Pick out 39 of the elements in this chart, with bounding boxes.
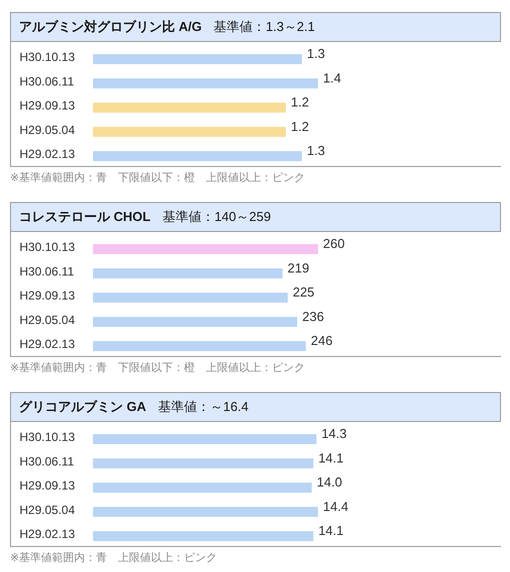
data-label: 225 (292, 284, 314, 300)
data-label: 14.1 (318, 450, 344, 466)
data-label: 1.3 (306, 143, 326, 158)
chart-title: アルブミン対グロブリン比 A/G (19, 19, 202, 34)
y-tick-label: H29.02.13 (20, 337, 76, 352)
chart-subtitle: 基準値：1.3～2.1 (214, 19, 315, 34)
y-tick-label: H30.06.11 (20, 454, 74, 468)
data-label: 1.4 (323, 70, 342, 86)
y-tick-label: H29.09.13 (20, 288, 76, 303)
chart-title: コレステロール CHOL (19, 209, 150, 224)
data-label: 14.4 (323, 498, 348, 514)
y-tick-label: H29.09.13 (20, 98, 76, 113)
y-tick-label: H29.05.04 (20, 312, 76, 327)
text: ※基準値範囲内：青 上限値以上：ピンク (10, 552, 218, 565)
data-label: 1.3 (306, 46, 326, 62)
data-label: 219 (288, 260, 310, 276)
y-tick-label: H29.09.13 (20, 478, 76, 493)
data-label: 14.0 (316, 474, 342, 490)
y-tick-label: H29.05.04 (20, 502, 76, 517)
y-tick-label: H30.10.13 (20, 240, 76, 254)
data-label: 246 (310, 333, 333, 348)
data-label: 1.2 (290, 94, 309, 110)
y-tick-label: H30.10.13 (20, 430, 76, 444)
text: ※基準値範囲内：青 下限値以下：橙 上限値以上：ピンク (10, 172, 306, 185)
y-tick-label: H29.02.13 (20, 147, 76, 162)
text: ※基準値範囲内：青 下限値以下：橙 上限値以上：ピンク (10, 362, 306, 375)
data-label: 1.2 (290, 118, 309, 134)
chart-title: グリコアルブミン GA (19, 399, 146, 414)
y-tick-label: H29.02.13 (20, 527, 76, 542)
data-label: 14.3 (321, 426, 347, 442)
data-label: 260 (323, 236, 345, 252)
data-label: 236 (302, 308, 324, 324)
y-tick-label: H30.06.11 (20, 264, 74, 278)
chart-subtitle: 基準値：～16.4 (158, 399, 248, 414)
y-tick-label: H30.06.11 (20, 74, 74, 88)
y-tick-label: H29.05.04 (20, 122, 76, 137)
chart-subtitle: 基準値：140～259 (162, 209, 271, 224)
y-tick-label: H30.10.13 (20, 50, 76, 64)
data-label: 14.1 (318, 523, 344, 538)
